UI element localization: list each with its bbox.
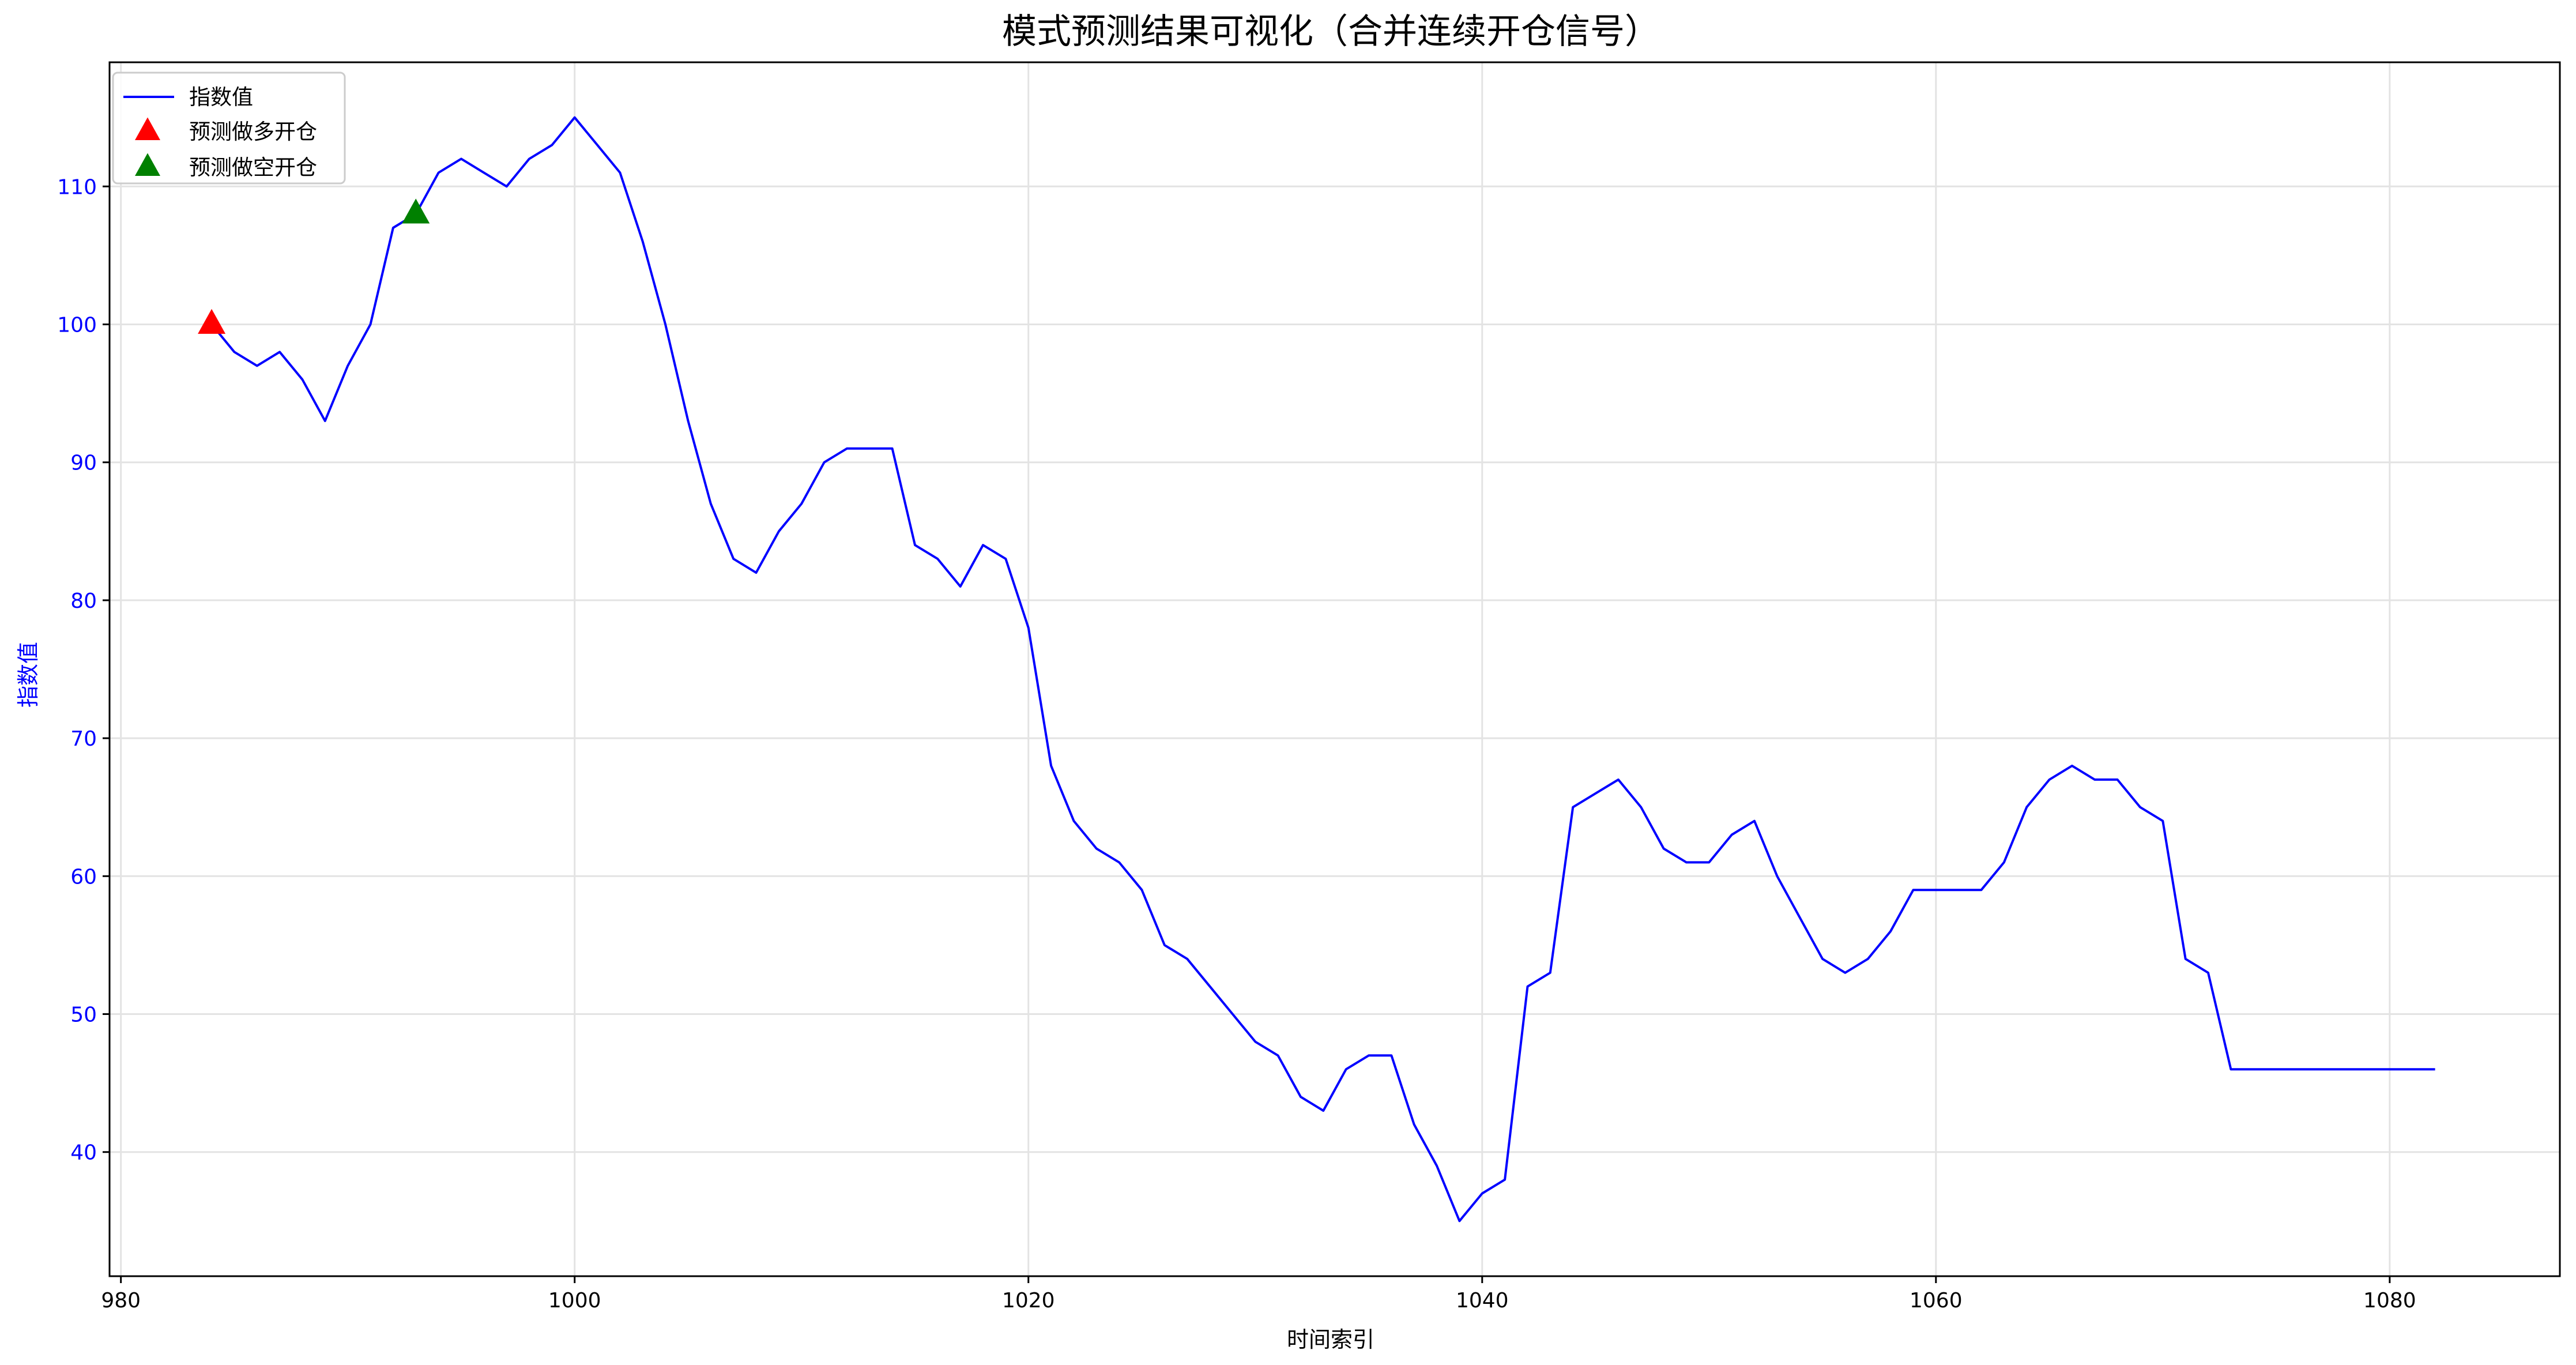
legend-label: 预测做空开仓 xyxy=(189,155,317,180)
legend-box xyxy=(112,72,346,185)
y-tick-label: 80 xyxy=(70,589,97,613)
axis-ticks: 980 1000 1020 1040 1060 1080 40 50 60 70 80 90 100 11… xyxy=(57,175,2416,1313)
x-tick-label: 1000 xyxy=(548,1289,601,1313)
legend-long-swatch xyxy=(135,117,160,141)
y-tick-label: 70 xyxy=(70,727,97,751)
y-tick-label: 40 xyxy=(70,1141,97,1165)
x-tick-label: 1020 xyxy=(1002,1289,1055,1313)
plot-area xyxy=(108,61,2561,1277)
x-axis-label: 时间索引 xyxy=(1287,1327,1374,1352)
long-entry-marker xyxy=(198,309,226,334)
y-tick-label: 100 xyxy=(57,313,97,337)
y-tick-label: 90 xyxy=(70,452,97,475)
legend-label: 指数值 xyxy=(189,85,253,110)
legend-label: 预测做多开仓 xyxy=(189,119,317,144)
x-tick-label: 980 xyxy=(101,1289,141,1313)
chart-title: 模式预测结果可视化（合并连续开仓信号） xyxy=(1002,12,1659,52)
index-value-line xyxy=(210,116,2435,1223)
legend-short-swatch xyxy=(135,153,160,176)
short-entry-marker xyxy=(402,198,430,224)
y-tick-label: 110 xyxy=(57,175,97,199)
x-tick-label: 1080 xyxy=(2363,1289,2416,1313)
series-group xyxy=(198,116,2435,1223)
x-tick-label: 1040 xyxy=(1456,1289,1509,1313)
y-tick-label: 50 xyxy=(70,1003,97,1027)
grid-lines xyxy=(110,62,2560,1276)
y-tick-label: 60 xyxy=(70,865,97,889)
y-axis-label: 指数值 xyxy=(16,642,41,708)
x-tick-label: 1060 xyxy=(1910,1289,1963,1313)
